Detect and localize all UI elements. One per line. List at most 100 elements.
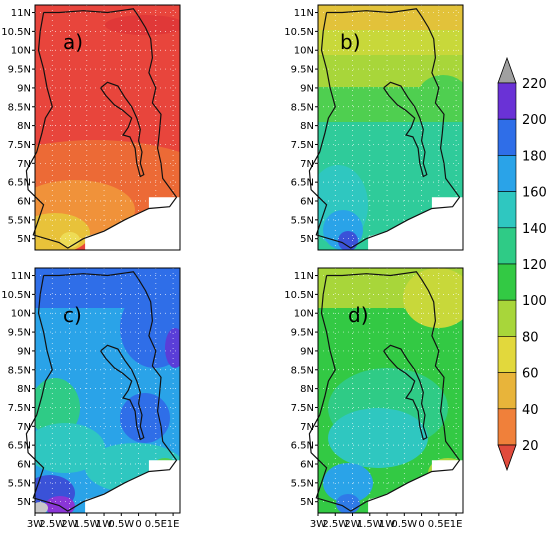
- y-tick-label: 6N: [300, 460, 314, 471]
- y-tick-label: 5.5N: [291, 478, 314, 489]
- colorbar: 20 40 60 80 100 120 140 160 180 200 220: [497, 56, 547, 472]
- colorbar-label: 220: [522, 77, 547, 92]
- x-tick-label: 0.5E: [145, 519, 167, 530]
- colorbar-box: [497, 118, 517, 156]
- y-tick-label: 6.5N: [8, 441, 31, 452]
- panel-b-label: b): [340, 30, 361, 54]
- colorbar-label: 180: [522, 149, 547, 164]
- y-tick-label: 6N: [17, 460, 31, 471]
- x-tick-label: 2W: [344, 519, 360, 530]
- y-tick-label: 5.5N: [8, 478, 31, 489]
- lake-outline: [383, 81, 428, 178]
- y-tick-label: 9N: [300, 83, 314, 94]
- country-border: [308, 8, 461, 249]
- panel-a-label: a): [63, 30, 83, 54]
- y-tick-label: 11N: [294, 8, 314, 19]
- panel-c-label: c): [63, 303, 82, 327]
- panel-d-overlay: 11N 10.5N 10N 9.5N 9N 8.5N 8N 7.5N 7N 6.5N 6N 5.5N 5…: [284, 267, 464, 530]
- colorbar-box: [497, 336, 517, 373]
- y-tick-label: 6.5N: [8, 178, 31, 189]
- panel-frame: [34, 267, 181, 514]
- colorbar-under-arrow: [497, 444, 517, 472]
- y-tick-label: 7.5N: [291, 140, 314, 151]
- y-tick-label: 5.5N: [8, 215, 31, 226]
- sea-mask: [368, 460, 463, 513]
- colorbar-label: 100: [522, 294, 547, 309]
- y-tick-label: 10N: [294, 309, 314, 320]
- colorbar-label: 140: [522, 222, 547, 237]
- y-tick-label: 9.5N: [291, 328, 314, 339]
- country-border: [25, 8, 178, 249]
- colorbar-label: 60: [522, 367, 539, 382]
- y-tick-label: 9.5N: [8, 65, 31, 76]
- panel-d-label: d): [348, 303, 369, 327]
- colorbar-box: [497, 155, 517, 192]
- y-tick-label: 6.5N: [291, 441, 314, 452]
- colorbar-label: 160: [522, 186, 547, 201]
- colorbar-box: [497, 227, 517, 265]
- y-tick-label: 6N: [300, 197, 314, 208]
- y-tick-label: 5N: [300, 497, 314, 508]
- y-tick-label: 8N: [300, 384, 314, 395]
- y-tick-label: 7N: [300, 422, 314, 433]
- panel-a-field: [35, 5, 180, 250]
- x-tick-label: 1.5W: [74, 519, 100, 530]
- y-tick-label: 7N: [17, 422, 31, 433]
- country-border: [25, 271, 178, 512]
- x-tick-label: 0.5E: [428, 519, 450, 530]
- x-tick-label: 2.5W: [322, 519, 348, 530]
- y-tick-label: 10N: [294, 46, 314, 57]
- x-tick-label: 0: [418, 519, 424, 530]
- colorbar-box: [497, 82, 517, 120]
- colorbar-label: 80: [522, 330, 539, 345]
- panel-a-overlay: 11N 10.5N 10N 9.5N 9N 8.5N 8N 7.5N 7N 6.5N 6N 5.5N 5…: [1, 4, 181, 251]
- y-tick-label: 9N: [17, 346, 31, 357]
- y-tick-label: 11N: [294, 271, 314, 282]
- x-tick-label: 3W: [27, 519, 43, 530]
- lake-outline: [100, 344, 145, 441]
- x-tick-label: 0.5W: [108, 519, 134, 530]
- y-tick-label: 8N: [300, 121, 314, 132]
- sea-mask: [85, 460, 180, 513]
- y-tick-label: 10.5N: [1, 27, 31, 38]
- colorbar-label: 20: [522, 439, 539, 454]
- sea-mask: [85, 197, 180, 250]
- y-tick-label: 6N: [17, 197, 31, 208]
- panel-frame: [317, 4, 464, 251]
- lake-outline: [100, 81, 145, 178]
- colorbar-label: 120: [522, 258, 547, 273]
- y-tick-label: 10.5N: [284, 290, 314, 301]
- colorbar-label: 40: [522, 403, 539, 418]
- y-tick-label: 8.5N: [291, 102, 314, 113]
- y-tick-label: 10.5N: [1, 290, 31, 301]
- y-tick-label: 11N: [11, 8, 31, 19]
- y-tick-label: 5N: [17, 497, 31, 508]
- y-tick-label: 10N: [11, 309, 31, 320]
- panel-frame: [317, 267, 464, 514]
- y-tick-label: 9N: [17, 83, 31, 94]
- colorbar-box: [497, 372, 517, 410]
- y-tick-label: 5.5N: [291, 215, 314, 226]
- y-tick-label: 8N: [17, 121, 31, 132]
- x-tick-label: 1.5W: [357, 519, 383, 530]
- y-tick-label: 7.5N: [8, 403, 31, 414]
- y-tick-label: 11N: [11, 271, 31, 282]
- y-tick-label: 9.5N: [291, 65, 314, 76]
- y-tick-label: 8.5N: [291, 365, 314, 376]
- x-tick-label: 2W: [61, 519, 77, 530]
- map-overlays: 11N 10.5N 10N 9.5N 9N 8.5N 8N 7.5N 7N 6.5N 6N 5.5N 5…: [1, 4, 464, 530]
- panel-a: a): [35, 5, 180, 250]
- colorbar-box: [497, 191, 517, 229]
- y-tick-label: 5N: [300, 234, 314, 245]
- x-tick-label: 3W: [310, 519, 326, 530]
- y-tick-label: 5N: [17, 234, 31, 245]
- y-tick-label: 7.5N: [8, 140, 31, 151]
- colorbar-box: [497, 263, 517, 301]
- y-tick-label: 10.5N: [284, 27, 314, 38]
- y-tick-label: 8.5N: [8, 102, 31, 113]
- y-tick-label: 6.5N: [291, 178, 314, 189]
- panel-b-overlay: 11N 10.5N 10N 9.5N 9N 8.5N 8N 7.5N 7N 6.5N 6N 5.5N 5…: [284, 4, 464, 251]
- colorbar-box: [497, 299, 517, 337]
- colorbar-box: [497, 408, 517, 446]
- y-tick-label: 9.5N: [8, 328, 31, 339]
